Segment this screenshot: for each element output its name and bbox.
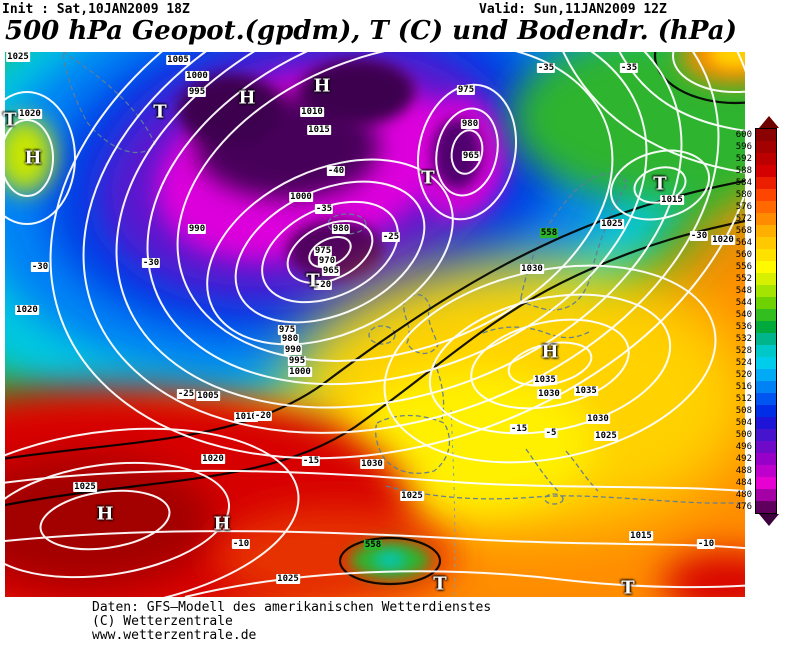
colorbar-value: 596 — [735, 142, 752, 152]
colorbar-value: 476 — [735, 502, 752, 512]
colorbar-swatch — [756, 501, 776, 513]
colorbar-arrow-up-icon — [759, 116, 779, 128]
colorbar-swatch — [756, 297, 776, 309]
colorbar-swatch — [756, 453, 776, 465]
colorbar-value: 576 — [735, 202, 752, 212]
colorbar-swatch — [756, 405, 776, 417]
colorbar-swatch — [756, 285, 776, 297]
page-title: 500 hPa Geopot.(gpdm), T (C) und Bodendr… — [5, 16, 737, 46]
colorbar-swatch — [756, 393, 776, 405]
colorbar-value: 488 — [735, 466, 752, 476]
footer-url: www.wetterzentrale.de — [92, 628, 257, 643]
colorbar-swatch — [756, 129, 776, 141]
colorbar-value: 560 — [735, 250, 752, 260]
colorbar-value: 532 — [735, 334, 752, 344]
colorbar-value: 520 — [735, 370, 752, 380]
colorbar-value: 528 — [735, 346, 752, 356]
colorbar-value: 504 — [735, 418, 752, 428]
colorbar-swatch — [756, 321, 776, 333]
colorbar-swatch — [756, 237, 776, 249]
init-datetime: Init : Sat,10JAN2009 18Z — [2, 2, 190, 17]
map-graphic — [5, 52, 745, 597]
coastline-layer — [62, 52, 745, 597]
colorbar-swatch — [756, 153, 776, 165]
colorbar-value: 480 — [735, 490, 752, 500]
footer-copyright: (C) Wetterzentrale — [92, 614, 233, 629]
colorbar-swatch — [756, 429, 776, 441]
colorbar-value: 524 — [735, 358, 752, 368]
colorbar-swatch — [756, 477, 776, 489]
colorbar-arrow-down-icon — [759, 514, 779, 526]
colorbar-swatch — [756, 489, 776, 501]
colorbar-swatch — [756, 213, 776, 225]
colorbar-value: 580 — [735, 190, 752, 200]
colorbar-swatch — [756, 345, 776, 357]
colorbar-value: 548 — [735, 286, 752, 296]
colorbar-value: 536 — [735, 322, 752, 332]
colorbar-value: 540 — [735, 310, 752, 320]
colorbar-values: 600 596 592 588 584 580 576 572 568 564 560 556 552 5… — [733, 129, 755, 514]
colorbar-swatch — [756, 261, 776, 273]
colorbar-swatch — [756, 189, 776, 201]
colorbar-value: 584 — [735, 178, 752, 188]
colorbar-swatch — [756, 333, 776, 345]
colorbar-swatch — [756, 225, 776, 237]
colorbar-swatches — [755, 128, 777, 514]
temperature-fill-layer — [5, 52, 745, 597]
colorbar-value: 544 — [735, 298, 752, 308]
isobar-lines-layer — [5, 52, 745, 597]
colorbar-swatch — [756, 465, 776, 477]
colorbar-swatch — [756, 381, 776, 393]
colorbar-swatch — [756, 309, 776, 321]
colorbar-swatch — [756, 441, 776, 453]
colorbar-swatch — [756, 369, 776, 381]
colorbar-value: 592 — [735, 154, 752, 164]
colorbar-value: 588 — [735, 166, 752, 176]
footer: Daten: GFS—Modell des amerikanischen Wet… — [92, 601, 491, 643]
colorbar-value: 600 — [735, 130, 752, 140]
weather-map — [5, 52, 745, 597]
colorbar-swatch — [756, 273, 776, 285]
colorbar-swatch — [756, 141, 776, 153]
footer-source: Daten: GFS—Modell des amerikanischen Wet… — [92, 600, 492, 615]
colorbar-swatch — [756, 201, 776, 213]
colorbar-swatch — [756, 357, 776, 369]
valid-datetime: Valid: Sun,11JAN2009 12Z — [479, 2, 667, 17]
colorbar-value: 492 — [735, 454, 752, 464]
colorbar-value: 516 — [735, 382, 752, 392]
colorbar-value: 556 — [735, 262, 752, 272]
colorbar-value: 572 — [735, 214, 752, 224]
colorbar-swatch — [756, 417, 776, 429]
colorbar-value: 508 — [735, 406, 752, 416]
colorbar-value: 496 — [735, 442, 752, 452]
colorbar-value: 500 — [735, 430, 752, 440]
colorbar-value: 552 — [735, 274, 752, 284]
colorbar-swatch — [756, 165, 776, 177]
colorbar-swatch — [756, 249, 776, 261]
colorbar-value: 564 — [735, 238, 752, 248]
colorbar-value: 512 — [735, 394, 752, 404]
colorbar-legend: 600 596 592 588 584 580 576 572 568 564 560 556 552 5… — [733, 116, 779, 526]
colorbar-value: 484 — [735, 478, 752, 488]
colorbar-value: 568 — [735, 226, 752, 236]
colorbar-swatch — [756, 177, 776, 189]
